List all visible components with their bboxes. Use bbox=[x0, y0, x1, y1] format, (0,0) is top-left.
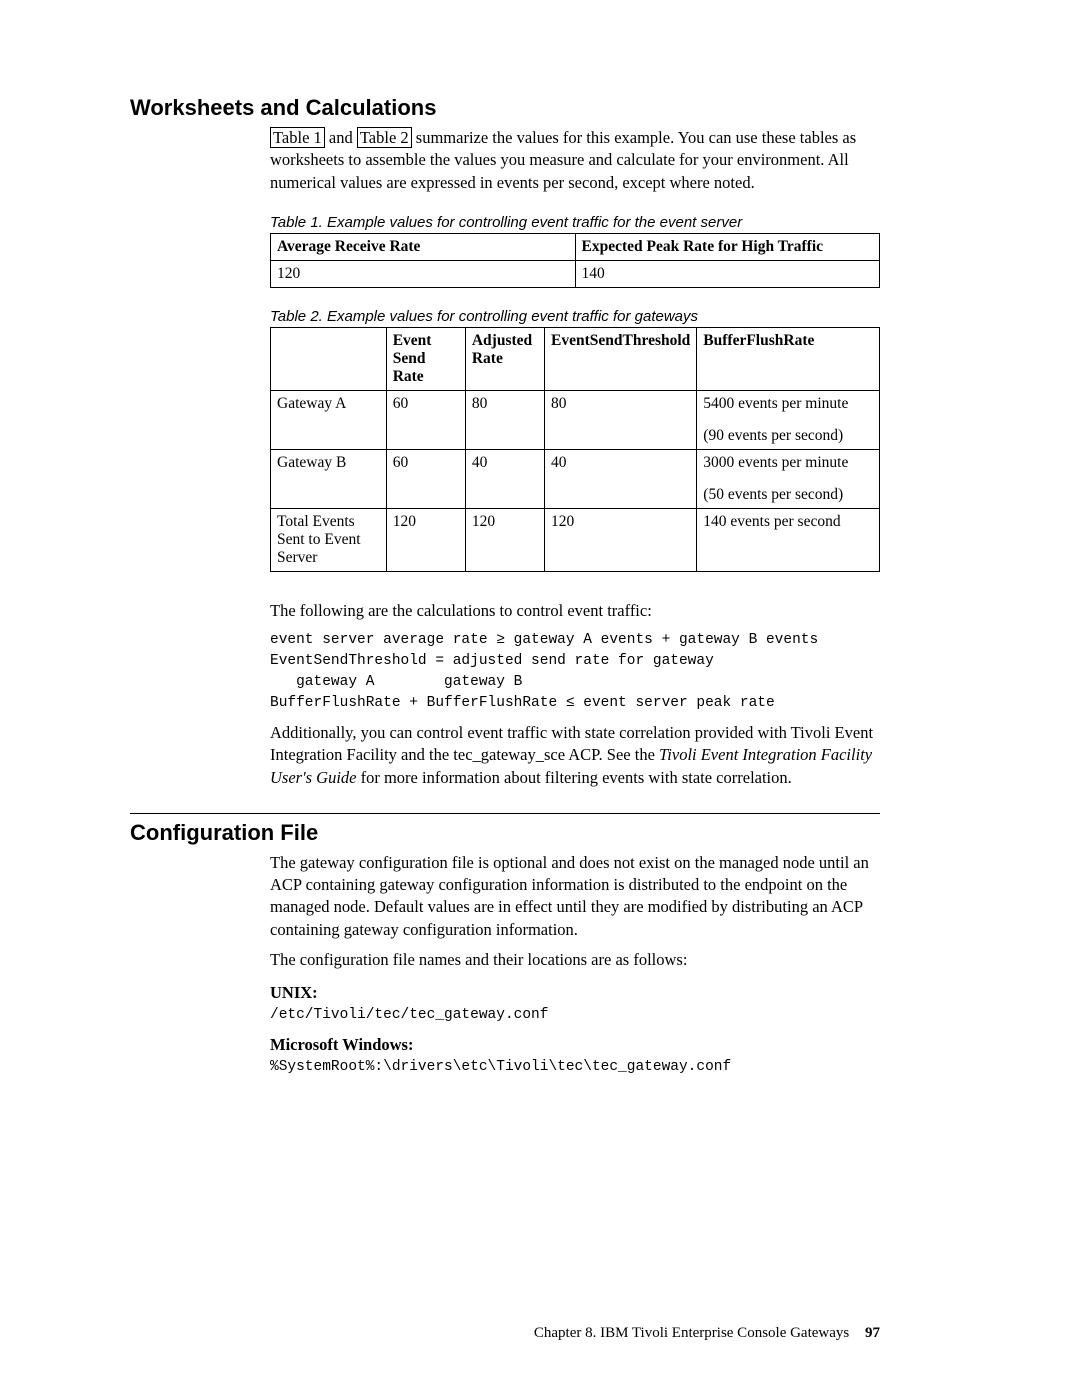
th-adjusted: Adjusted Rate bbox=[465, 327, 544, 390]
td-send: 60 bbox=[386, 449, 465, 508]
td-thr: 120 bbox=[545, 508, 697, 571]
table2-caption: Table 2. Example values for controlling … bbox=[270, 308, 880, 325]
td-thr: 40 bbox=[545, 449, 697, 508]
intro-mid: and bbox=[325, 128, 357, 147]
calc-lead: The following are the calculations to co… bbox=[270, 600, 880, 622]
td-flush: 3000 events per minute (50 events per se… bbox=[697, 449, 880, 508]
link-table2[interactable]: Table 2 bbox=[357, 127, 412, 148]
addl-paragraph: Additionally, you can control event traf… bbox=[270, 722, 880, 789]
td-send: 120 bbox=[386, 508, 465, 571]
table-row: Gateway B 60 40 40 3000 events per minut… bbox=[271, 449, 880, 508]
th-threshold: EventSendThreshold bbox=[545, 327, 697, 390]
td-gw: Gateway B bbox=[271, 449, 387, 508]
table2: Event Send Rate Adjusted Rate EventSendT… bbox=[270, 327, 880, 572]
td-gw: Gateway A bbox=[271, 390, 387, 449]
heading-config-file: Configuration File bbox=[130, 813, 880, 846]
table-row: Average Receive Rate Expected Peak Rate … bbox=[271, 233, 880, 260]
td-adj: 40 bbox=[465, 449, 544, 508]
th-avg-receive: Average Receive Rate bbox=[271, 233, 576, 260]
td-flush-b: (90 events per second) bbox=[703, 427, 873, 445]
th-expected-peak: Expected Peak Rate for High Traffic bbox=[575, 233, 880, 260]
td-expected-peak: 140 bbox=[575, 260, 880, 287]
config-p1: The gateway configuration file is option… bbox=[270, 852, 880, 941]
table-row: Event Send Rate Adjusted Rate EventSendT… bbox=[271, 327, 880, 390]
td-flush: 140 events per second bbox=[697, 508, 880, 571]
content-block-2: The gateway configuration file is option… bbox=[270, 852, 880, 1075]
table-row: 120 140 bbox=[271, 260, 880, 287]
td-gw: Total Events Sent to Event Server bbox=[271, 508, 387, 571]
td-adj: 80 bbox=[465, 390, 544, 449]
th-event-send: Event Send Rate bbox=[386, 327, 465, 390]
content-block: Table 1 and Table 2 summarize the values… bbox=[270, 127, 880, 789]
td-adj: 120 bbox=[465, 508, 544, 571]
table1: Average Receive Rate Expected Peak Rate … bbox=[270, 233, 880, 288]
calc-code: event server average rate ≥ gateway A ev… bbox=[270, 630, 880, 714]
td-thr: 80 bbox=[545, 390, 697, 449]
windows-label: Microsoft Windows: bbox=[270, 1035, 880, 1055]
th-flush: BufferFlushRate bbox=[697, 327, 880, 390]
td-flush-a: 3000 events per minute bbox=[703, 454, 848, 471]
unix-path: /etc/Tivoli/tec/tec_gateway.conf bbox=[270, 1007, 880, 1023]
table1-caption: Table 1. Example values for controlling … bbox=[270, 214, 880, 231]
unix-label: UNIX: bbox=[270, 983, 880, 1003]
td-flush-a: 140 events per second bbox=[703, 513, 840, 530]
link-table1[interactable]: Table 1 bbox=[270, 127, 325, 148]
intro-paragraph: Table 1 and Table 2 summarize the values… bbox=[270, 127, 880, 194]
td-flush: 5400 events per minute (90 events per se… bbox=[697, 390, 880, 449]
footer-chapter: Chapter 8. IBM Tivoli Enterprise Console… bbox=[534, 1325, 849, 1341]
page-footer: Chapter 8. IBM Tivoli Enterprise Console… bbox=[534, 1325, 880, 1342]
addl-b: for more information about filtering eve… bbox=[356, 768, 791, 787]
table-row: Total Events Sent to Event Server 120 12… bbox=[271, 508, 880, 571]
td-send: 60 bbox=[386, 390, 465, 449]
heading-worksheets: Worksheets and Calculations bbox=[130, 95, 880, 121]
td-flush-a: 5400 events per minute bbox=[703, 395, 848, 412]
config-p2: The configuration file names and their l… bbox=[270, 949, 880, 971]
th-blank bbox=[271, 327, 387, 390]
windows-path: %SystemRoot%:\drivers\etc\Tivoli\tec\tec… bbox=[270, 1059, 880, 1075]
table-row: Gateway A 60 80 80 5400 events per minut… bbox=[271, 390, 880, 449]
td-avg-receive: 120 bbox=[271, 260, 576, 287]
footer-page-number: 97 bbox=[865, 1325, 880, 1341]
td-flush-b: (50 events per second) bbox=[703, 486, 873, 504]
page: Worksheets and Calculations Table 1 and … bbox=[0, 0, 1080, 1397]
